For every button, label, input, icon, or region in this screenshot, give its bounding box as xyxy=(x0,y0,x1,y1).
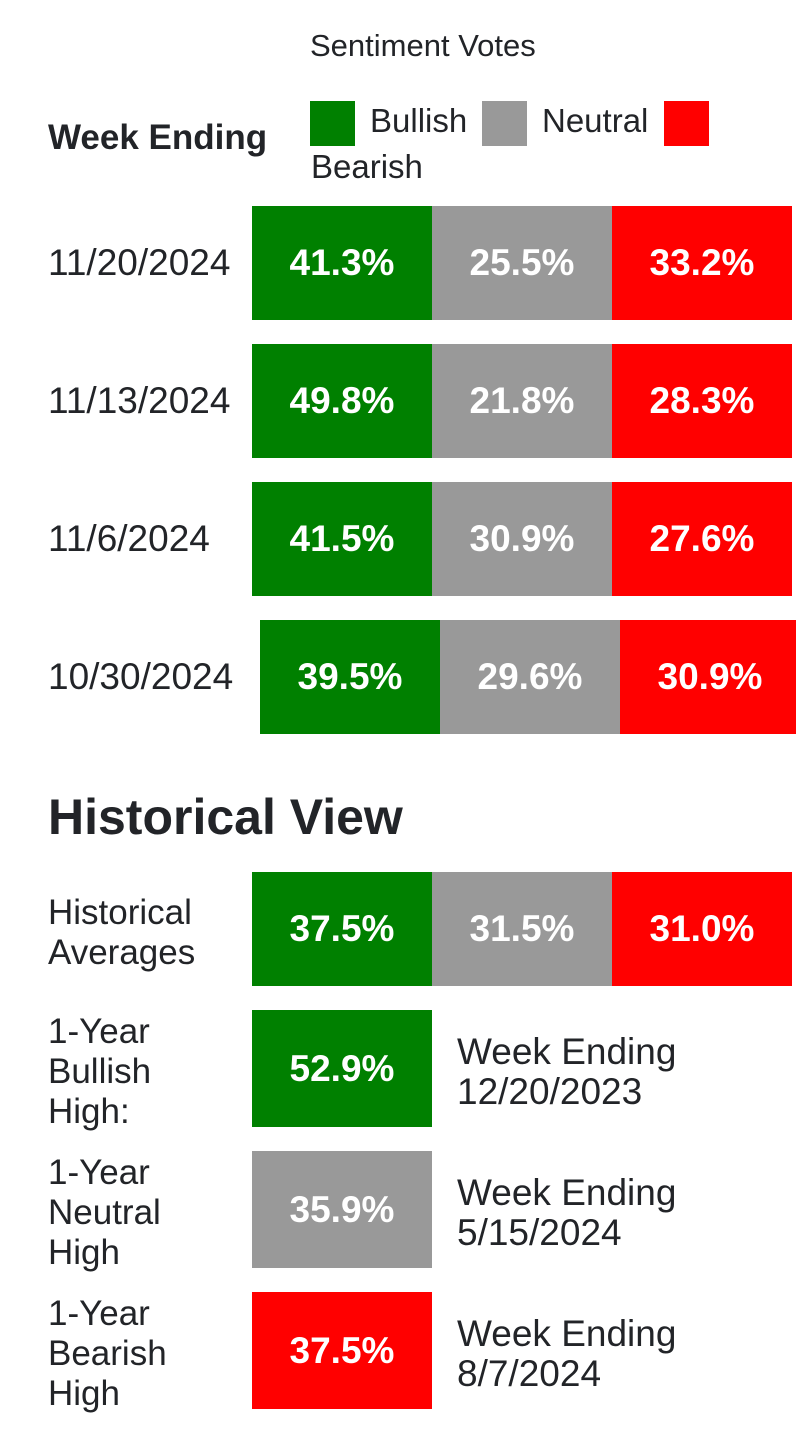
legend-neutral-label: Neutral xyxy=(542,102,649,139)
neutral-bar: 30.9% xyxy=(432,482,612,596)
legend-bullish-label: Bullish xyxy=(370,102,468,139)
label-line: High: xyxy=(48,1092,130,1131)
label-line: Week Ending xyxy=(457,1172,677,1213)
label-line: High xyxy=(48,1233,120,1272)
week-label: 11/13/2024 xyxy=(48,380,231,421)
week-label: 11/6/2024 xyxy=(48,518,210,559)
legend-bearish-swatch xyxy=(664,101,709,146)
bearish-bar: 30.9% xyxy=(620,620,796,734)
label-line: Week Ending xyxy=(457,1031,677,1072)
legend-bearish-label: Bearish xyxy=(311,148,423,185)
label-line: Averages xyxy=(48,933,196,972)
label-line: Historical xyxy=(48,893,192,932)
week-ending-header: Week Ending xyxy=(48,118,268,157)
historical-title: Historical View xyxy=(48,789,403,845)
bearish-bar: 28.3% xyxy=(612,344,792,458)
week-label: 10/30/2024 xyxy=(48,656,234,697)
neutral-bar: 21.8% xyxy=(432,344,612,458)
label-line: 1-Year xyxy=(48,1153,150,1192)
neutral-high-week: Week Ending 5/15/2024 xyxy=(457,1173,676,1253)
label-line: 1-Year xyxy=(48,1012,150,1051)
label-line: 5/15/2024 xyxy=(457,1212,622,1253)
historical-bearish-avg: 31.0% xyxy=(612,872,792,986)
label-line: Neutral xyxy=(48,1193,161,1232)
neutral-high-label: 1-Year Neutral High xyxy=(48,1153,161,1273)
historical-averages-label: Historical Averages xyxy=(48,893,195,973)
neutral-bar: 25.5% xyxy=(432,206,612,320)
bearish-high-value: 37.5% xyxy=(252,1292,432,1409)
bullish-high-value: 52.9% xyxy=(252,1010,432,1127)
bearish-high-week: Week Ending 8/7/2024 xyxy=(457,1314,676,1394)
bullish-high-label: 1-Year Bullish High: xyxy=(48,1012,151,1132)
label-line: 12/20/2023 xyxy=(457,1071,643,1112)
bearish-high-label: 1-Year Bearish High xyxy=(48,1294,167,1414)
legend-bullish-swatch xyxy=(310,101,355,146)
label-line: 1-Year xyxy=(48,1294,150,1333)
historical-bullish-avg: 37.5% xyxy=(252,872,432,986)
label-line: Bearish xyxy=(48,1334,167,1373)
legend-title: Sentiment Votes xyxy=(310,28,536,63)
bearish-bar: 33.2% xyxy=(612,206,792,320)
label-line: 8/7/2024 xyxy=(457,1353,602,1394)
historical-neutral-avg: 31.5% xyxy=(432,872,612,986)
bullish-bar: 41.3% xyxy=(252,206,432,320)
label-line: High xyxy=(48,1374,120,1413)
label-line: Week Ending xyxy=(457,1313,677,1354)
neutral-bar: 29.6% xyxy=(440,620,620,734)
bullish-bar: 39.5% xyxy=(260,620,440,734)
neutral-high-value: 35.9% xyxy=(252,1151,432,1268)
bullish-bar: 41.5% xyxy=(252,482,432,596)
legend-neutral-swatch xyxy=(482,101,527,146)
bearish-bar: 27.6% xyxy=(612,482,792,596)
week-label: 11/20/2024 xyxy=(48,242,231,283)
bullish-high-week: Week Ending 12/20/2023 xyxy=(457,1032,676,1112)
bullish-bar: 49.8% xyxy=(252,344,432,458)
label-line: Bullish xyxy=(48,1052,152,1091)
